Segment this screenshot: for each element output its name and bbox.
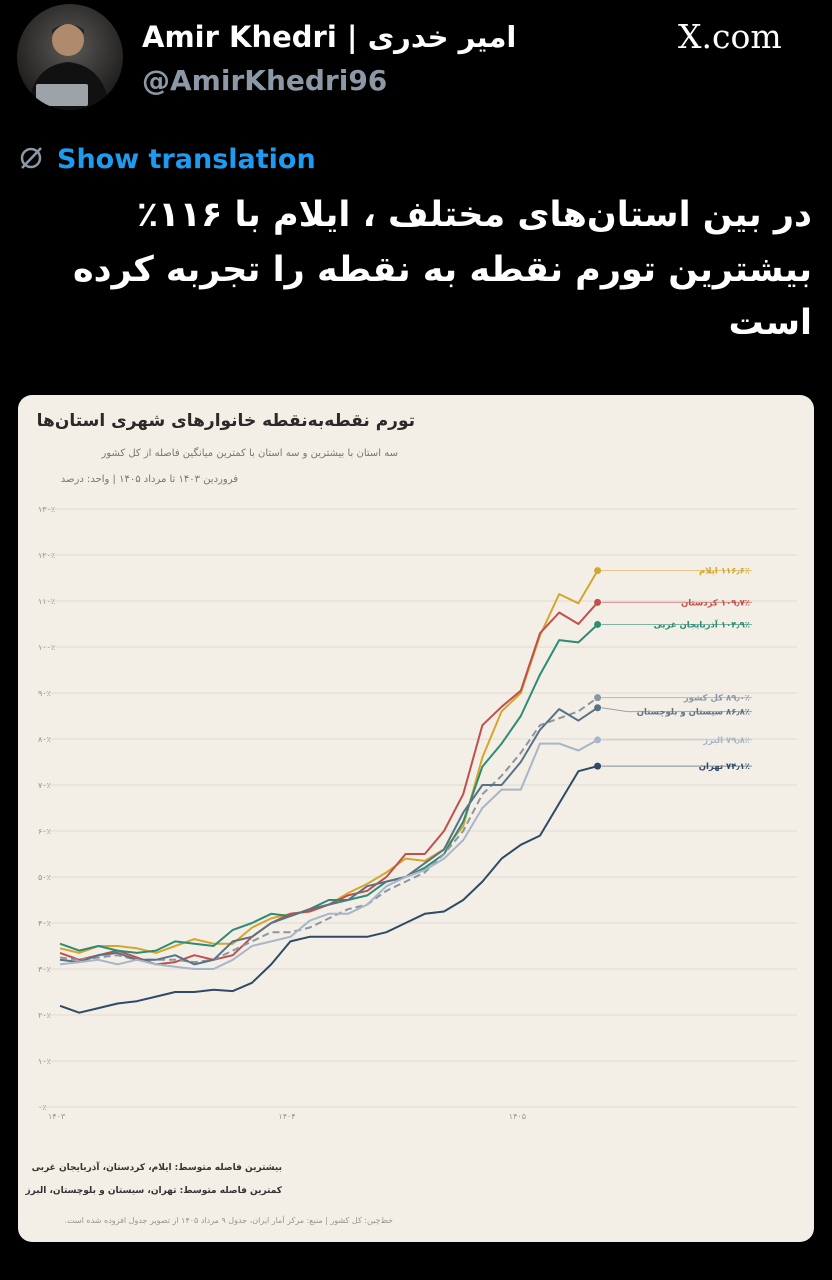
chart-card[interactable] [18,395,814,1242]
legend-label: آذربایجان غربی [654,618,719,630]
chart-title: تورم نقطه‌به‌نقطه خانوارهای شهری استان‌ه… [37,411,415,431]
source-note: خط‌چین: کل کشور | منبع: مرکز آمار ایران،… [65,1215,394,1225]
site-logo: X.com [678,17,782,56]
end-point [594,598,602,606]
y-tick-label: ۹۰٪ [38,689,51,698]
tweet-text: است [729,303,812,343]
plot: ۰٪ ۱۰٪ ۲۰٪ ۳۰٪ ۴۰٪ ۵۰٪ ۶۰٪ ۷۰٪ ۸۰٪ ۹۰٪ ۱۰۰٪ ۱۱۰٪ ۱۲۰… [38,505,797,1121]
avatar[interactable] [17,4,123,112]
legend-label: کردستان [681,598,718,608]
chart-caption: فروردین ۱۴۰۳ تا مرداد ۱۴۰۵ | واحد: درصد [61,474,238,485]
y-tick-label: ۱۰۰٪ [38,643,55,652]
legend-label: تهران [699,762,723,772]
note: کمترین فاصله متوسط: تهران، سیستان و بلوچ… [24,1186,282,1196]
chart-subtitle: سه استان با بیشترین و سه استان با کمترین… [100,447,398,459]
tweet-text: بیشترین تورم نقطه به نقطه را تجربه کرده [73,250,812,290]
end-point [594,567,602,575]
tweet-text: در بین استان‌های مختلف ، ایلام با ۱۱۶٪ [137,195,812,235]
y-tick-label: ۸۰٪ [38,735,51,744]
legend-label: سیستان و بلوچستان [637,708,723,718]
y-tick-label: ۱۲۰٪ [38,551,55,560]
end-point [594,762,602,770]
y-tick-label: ۶۰٪ [38,827,51,836]
end-point [594,620,602,628]
note: بیشترین فاصله متوسط: ایلام، کردستان، آذر… [32,1161,282,1173]
value-label: ۱۰۹٫۷٪ [721,598,750,608]
translate-icon[interactable] [20,147,42,169]
legend-label: البرز [702,736,723,746]
series-line [59,739,599,970]
handle[interactable]: @AmirKhedri96 [142,64,387,97]
x-tick-label: ۱۴۰۴ [278,1112,295,1121]
series-line [59,706,599,966]
legend-label: ایلام [699,567,718,577]
show-translation[interactable]: Show translation [57,144,316,175]
leader-line [601,707,752,713]
end-point [594,704,602,712]
y-tick-label: ۱۰٪ [38,1057,51,1066]
y-tick-label: ۷۰٪ [38,781,51,790]
series-line [59,623,599,954]
x-tick-label: ۱۴۰۳ [48,1112,66,1121]
y-tick-label: ۱۳۰٪ [38,505,55,514]
y-tick-label: ۳۰٪ [38,965,51,974]
y-tick-label: ۰٪ [38,1103,47,1112]
value-label: ۸۹٫۰٪ [726,694,750,704]
value-label: ۸۶٫۸٪ [726,708,750,718]
legend-label: کل کشور [683,694,723,704]
series-line [59,765,598,1014]
value-label: ۷۴٫۱٪ [726,762,750,772]
value-label: ۱۱۶٫۶٪ [721,567,750,577]
author-name[interactable]: Amir Khedri | امیر خدری [142,20,516,54]
end-point [594,736,602,744]
x-tick-label: ۱۴۰۵ [509,1112,526,1121]
value-label: ۱۰۴٫۹٪ [721,620,750,630]
y-tick-label: ۱۱۰٪ [38,597,55,606]
end-point [594,694,602,702]
y-tick-label: ۴۰٪ [38,919,51,928]
y-tick-label: ۵۰٪ [38,873,51,882]
value-label: ۷۹٫۸٪ [726,736,750,746]
y-tick-label: ۲۰٪ [38,1011,51,1020]
